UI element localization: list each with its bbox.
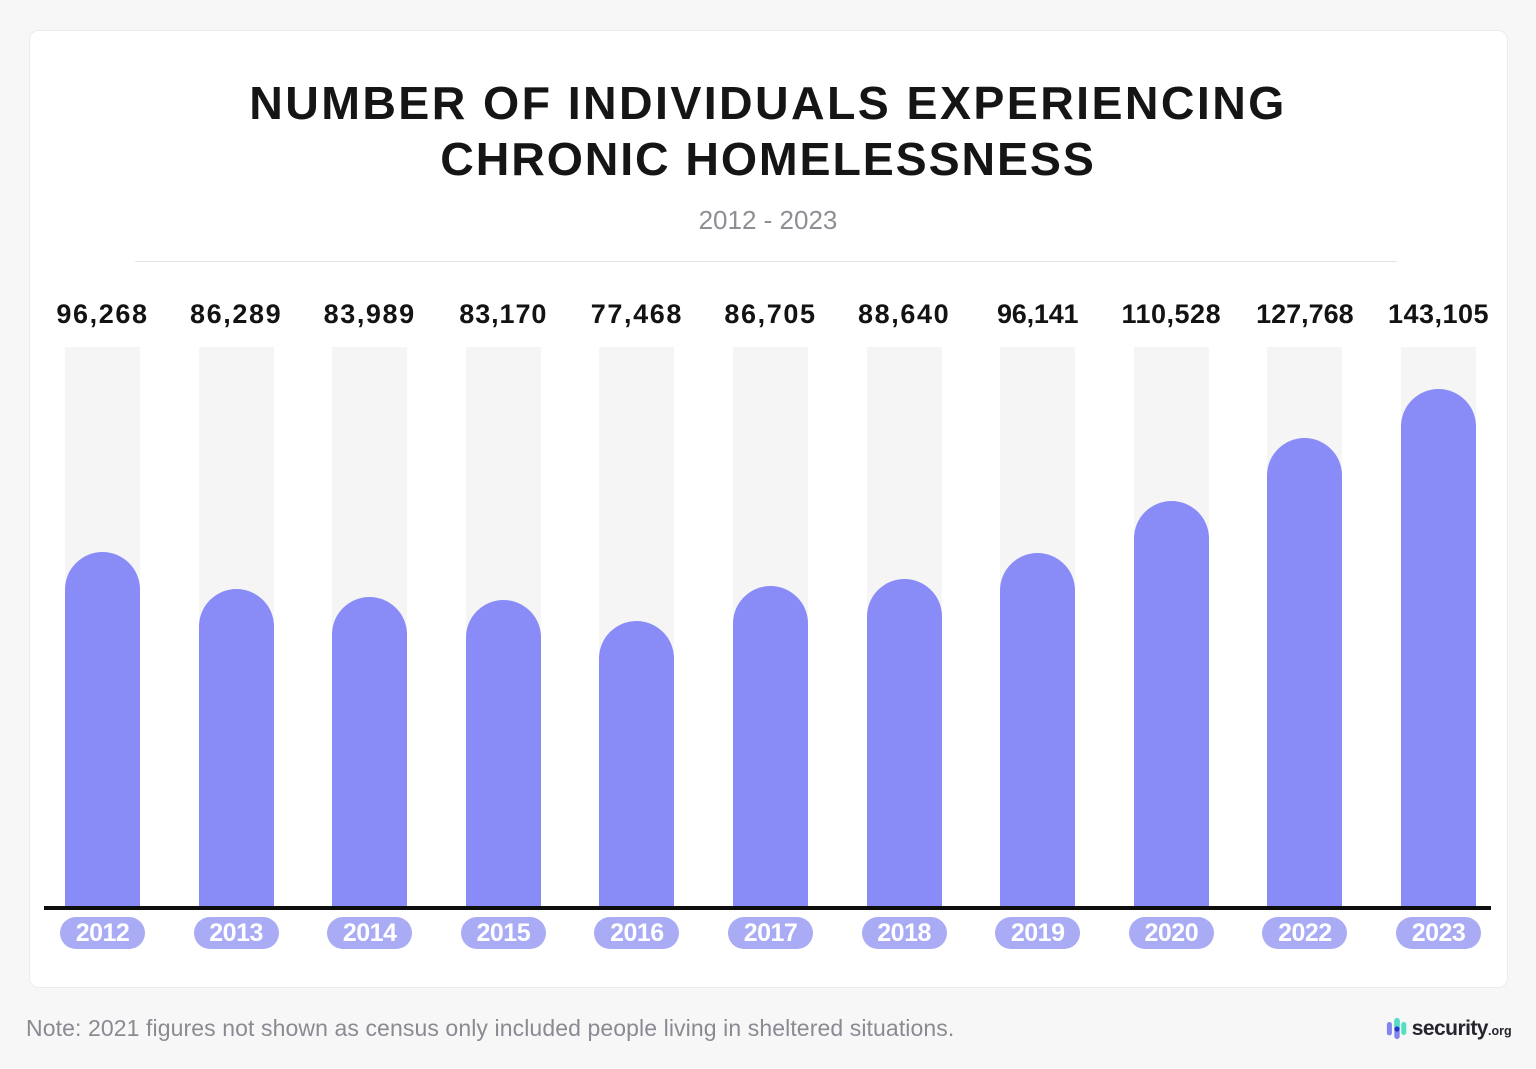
svg-text:.org: .org	[1488, 1024, 1512, 1038]
svg-text:security: security	[1412, 1017, 1489, 1040]
